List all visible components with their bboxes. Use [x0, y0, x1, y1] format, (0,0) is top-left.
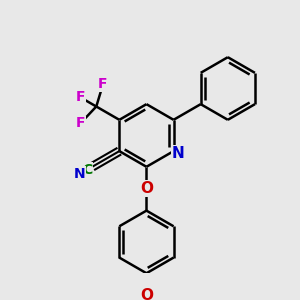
Text: C: C — [82, 163, 92, 177]
Text: F: F — [76, 116, 85, 130]
Text: O: O — [140, 288, 153, 300]
Text: O: O — [140, 181, 153, 196]
Text: N: N — [74, 167, 86, 181]
Text: F: F — [98, 77, 108, 91]
Text: N: N — [172, 146, 185, 161]
Text: F: F — [75, 90, 85, 104]
